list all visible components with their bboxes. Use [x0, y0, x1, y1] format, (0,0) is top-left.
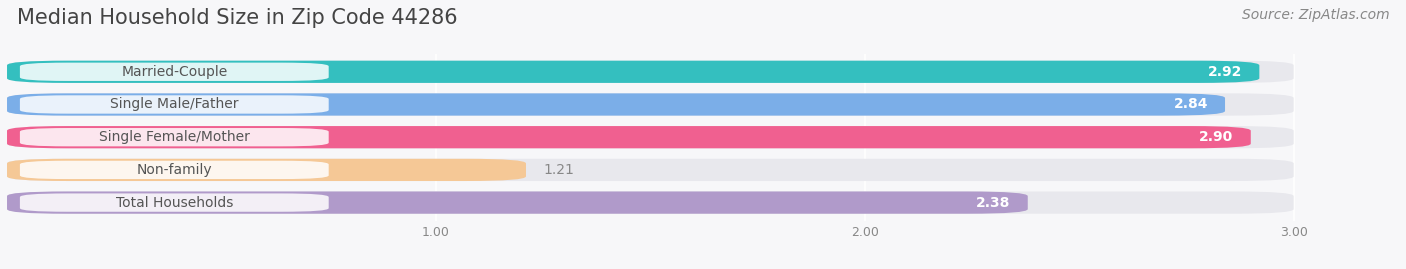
- Text: 2.84: 2.84: [1174, 97, 1208, 111]
- FancyBboxPatch shape: [7, 126, 1251, 148]
- FancyBboxPatch shape: [7, 93, 1225, 116]
- Text: Single Male/Father: Single Male/Father: [110, 97, 239, 111]
- Text: 2.38: 2.38: [976, 196, 1011, 210]
- Text: Total Households: Total Households: [115, 196, 233, 210]
- Text: Married-Couple: Married-Couple: [121, 65, 228, 79]
- FancyBboxPatch shape: [7, 192, 1294, 214]
- FancyBboxPatch shape: [20, 161, 329, 179]
- FancyBboxPatch shape: [20, 95, 329, 114]
- FancyBboxPatch shape: [20, 128, 329, 146]
- FancyBboxPatch shape: [7, 61, 1294, 83]
- FancyBboxPatch shape: [20, 193, 329, 212]
- Text: 1.21: 1.21: [543, 163, 574, 177]
- Text: Median Household Size in Zip Code 44286: Median Household Size in Zip Code 44286: [17, 8, 457, 28]
- Text: 2.92: 2.92: [1208, 65, 1241, 79]
- FancyBboxPatch shape: [20, 63, 329, 81]
- FancyBboxPatch shape: [7, 159, 526, 181]
- FancyBboxPatch shape: [7, 159, 1294, 181]
- Text: Single Female/Mother: Single Female/Mother: [98, 130, 250, 144]
- FancyBboxPatch shape: [7, 93, 1294, 116]
- Text: Source: ZipAtlas.com: Source: ZipAtlas.com: [1241, 8, 1389, 22]
- FancyBboxPatch shape: [7, 126, 1294, 148]
- Text: 2.90: 2.90: [1199, 130, 1233, 144]
- FancyBboxPatch shape: [7, 192, 1028, 214]
- FancyBboxPatch shape: [7, 61, 1260, 83]
- Text: Non-family: Non-family: [136, 163, 212, 177]
